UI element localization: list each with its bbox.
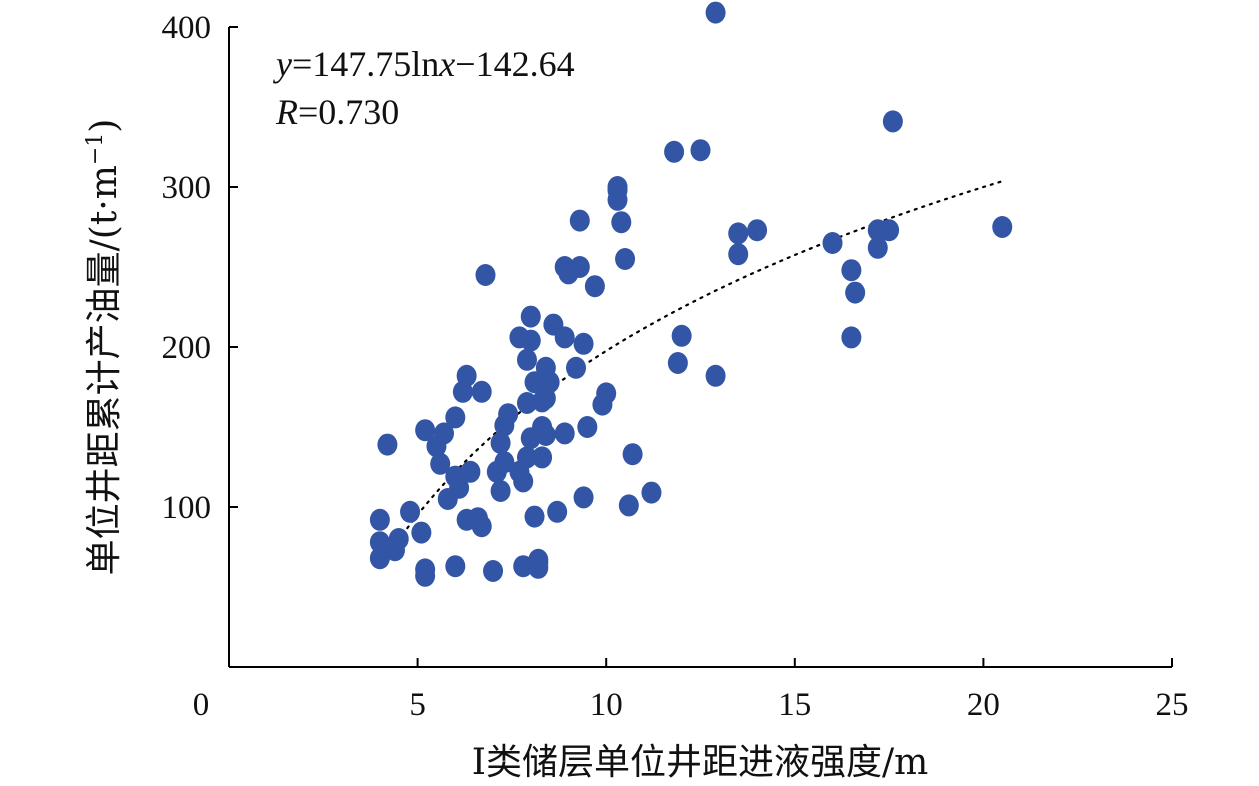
- data-point: [845, 281, 866, 304]
- data-point: [513, 470, 534, 493]
- x-axis-title: I类储层单位井距进液强度/m: [472, 742, 929, 783]
- x-tick-label: 10: [590, 687, 623, 723]
- data-point: [490, 480, 511, 502]
- y-axis-title-main: 单位井距累计产油量/(t·m: [84, 165, 125, 575]
- data-point: [460, 460, 481, 483]
- data-point: [400, 500, 421, 523]
- data-point: [471, 380, 492, 403]
- data-point: [554, 326, 575, 349]
- data-point: [882, 110, 903, 133]
- equation-y-var: y: [273, 44, 292, 84]
- correlation-symbol: R: [275, 92, 298, 132]
- data-point: [516, 348, 537, 371]
- y-tick-label: 400: [162, 10, 212, 46]
- data-points: [369, 1, 1013, 587]
- data-point: [607, 176, 628, 198]
- data-point: [369, 531, 390, 554]
- data-point: [569, 256, 590, 278]
- data-point: [528, 556, 549, 579]
- log-trendline: [378, 180, 1004, 569]
- data-point: [415, 564, 436, 587]
- data-point: [490, 432, 511, 454]
- data-point: [728, 222, 749, 245]
- data-point: [615, 248, 636, 270]
- regression-equation: y=147.75lnx−142.64: [273, 44, 575, 84]
- correlation-value: =0.730: [298, 92, 399, 132]
- data-point: [445, 555, 466, 578]
- data-point: [622, 443, 643, 466]
- data-point: [535, 424, 556, 446]
- data-point: [618, 494, 639, 517]
- data-point: [747, 219, 768, 242]
- data-point: [992, 216, 1013, 238]
- data-point: [411, 521, 432, 544]
- y-axis-title-superscript: −1: [83, 133, 108, 165]
- data-point: [573, 486, 594, 509]
- data-point: [867, 236, 888, 259]
- data-point: [841, 259, 862, 282]
- data-point: [690, 139, 711, 162]
- data-point: [539, 371, 560, 394]
- data-point: [667, 352, 688, 374]
- data-point: [554, 422, 575, 445]
- data-point: [430, 452, 451, 475]
- data-point: [516, 392, 537, 414]
- data-point: [611, 211, 632, 234]
- data-point: [728, 243, 749, 266]
- equation-x-var: x: [438, 44, 455, 84]
- data-point: [377, 433, 398, 456]
- data-point: [494, 451, 515, 474]
- data-point: [445, 406, 466, 429]
- data-point: [449, 476, 470, 499]
- data-point: [415, 419, 436, 442]
- x-tick-label: 5: [409, 687, 426, 723]
- data-point: [483, 560, 504, 582]
- y-axis-title-close: ): [84, 119, 125, 133]
- y-axis-title: 单位井距累计产油量/(t·m−1): [83, 119, 125, 576]
- data-point: [573, 332, 594, 355]
- data-point: [456, 364, 477, 387]
- data-point: [524, 505, 545, 528]
- data-point: [434, 422, 455, 445]
- data-point: [841, 326, 862, 349]
- data-point: [520, 305, 541, 328]
- data-point: [547, 500, 568, 523]
- y-axis-ticks: 100 200 300 400: [162, 10, 238, 526]
- data-point: [569, 209, 590, 232]
- data-point: [388, 528, 409, 550]
- data-point: [566, 356, 587, 379]
- data-point: [879, 219, 900, 242]
- data-point: [584, 275, 605, 298]
- data-point: [532, 446, 553, 469]
- data-point: [516, 446, 537, 469]
- x-tick-label: 25: [1156, 687, 1189, 723]
- data-point: [577, 416, 598, 438]
- y-tick-label: 100: [162, 490, 212, 526]
- data-point: [705, 364, 726, 387]
- x-tick-label: 0: [193, 687, 210, 723]
- data-point: [369, 508, 390, 531]
- data-point: [671, 324, 692, 347]
- data-point: [498, 403, 519, 426]
- data-point: [822, 232, 843, 254]
- data-point: [520, 329, 541, 352]
- data-point: [641, 481, 662, 504]
- x-tick-label: 15: [778, 687, 811, 723]
- data-point: [513, 555, 534, 578]
- x-axis-ticks: 0 5 10 15 20 25: [193, 658, 1189, 723]
- data-point: [664, 140, 685, 163]
- data-point: [471, 515, 492, 538]
- equation-constant: −142.64: [455, 44, 574, 84]
- data-point: [524, 371, 545, 394]
- data-point: [475, 264, 496, 286]
- y-tick-label: 300: [162, 170, 212, 206]
- correlation-coefficient: R=0.730: [275, 92, 399, 132]
- data-point: [705, 1, 726, 24]
- equation-coefficient: =147.75ln: [292, 44, 439, 84]
- y-tick-label: 200: [162, 330, 212, 366]
- data-point: [596, 382, 617, 405]
- x-tick-label: 20: [967, 687, 1000, 723]
- data-point: [369, 547, 390, 570]
